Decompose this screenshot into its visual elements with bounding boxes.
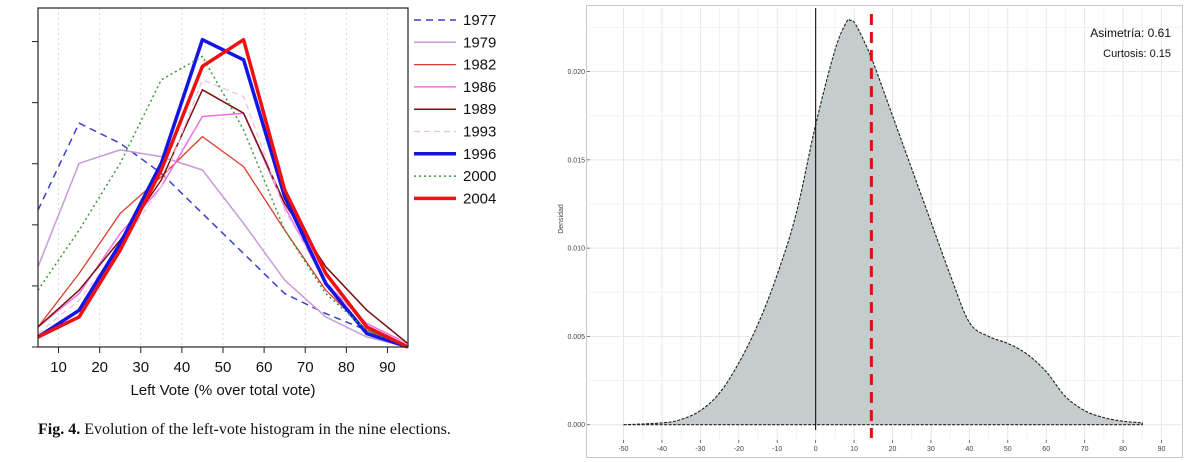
left-x-tick-label: 60: [256, 359, 273, 376]
legend-label-2000: 2000: [463, 168, 496, 185]
series-line-1996: [37, 37, 409, 349]
legend-label-1996: 1996: [463, 146, 496, 163]
density-x-tick-label: 70: [1081, 446, 1089, 453]
left-x-tick-label: 70: [297, 359, 314, 376]
left-axis-ticks: 10 20 30 40 50 60 70 80 90: [50, 347, 396, 376]
series-line-1979: [37, 149, 409, 348]
legend-label-1982: 1982: [463, 57, 496, 74]
left-x-tick-label: 50: [215, 359, 232, 376]
series-line-1989: [37, 89, 409, 345]
legend-label-1986: 1986: [463, 79, 496, 96]
density-x-ticks: -50 -40 -30 -20 -10 0 10 20 30 40 50 60 70 80 90: [618, 440, 1165, 453]
density-x-tick-label: -10: [772, 446, 782, 453]
left-x-tick-label: 10: [50, 359, 67, 376]
density-area: [623, 18, 1143, 426]
density-x-tick-label: 30: [927, 446, 935, 453]
left-x-tick-label: 90: [379, 359, 396, 376]
legend-label-1989: 1989: [463, 101, 496, 118]
left-series-lines: [37, 37, 409, 349]
series-line-2004: [37, 37, 409, 349]
density-chart: -50 -40 -30 -20 -10 0 10 20 30 40 50 60 70 80 90 0.000…: [558, 5, 1183, 458]
left-y-ticks: [32, 41, 38, 348]
density-x-tick-label: -40: [657, 446, 667, 453]
density-x-tick-label: 90: [1158, 446, 1166, 453]
left-grid: [58, 8, 388, 347]
density-x-tick-label: 0: [814, 446, 818, 453]
density-x-tick-label: 10: [850, 446, 858, 453]
caption-label: Fig. 4.: [38, 421, 81, 438]
density-x-tick-label: -20: [734, 446, 744, 453]
density-y-axis-label: Densidad: [558, 204, 565, 234]
legend-label-1979: 1979: [463, 34, 496, 51]
density-x-tick-label: 60: [1042, 446, 1050, 453]
legend-label-1977: 1977: [463, 12, 496, 29]
density-x-tick-label: 50: [1004, 446, 1012, 453]
left-legend: 1977 1979 1982 1986 1989 1993 1996 2000 2004: [414, 12, 496, 207]
kurtosis-annotation: Curtosis: 0.15: [1103, 48, 1171, 60]
density-y-ticks: 0.000 0.005 0.010 0.015 0.020: [567, 69, 590, 429]
legend-label-2004: 2004: [463, 190, 496, 207]
density-y-tick-label: 0.015: [567, 157, 585, 164]
left-x-tick-label: 40: [174, 359, 191, 376]
figure-caption: Fig. 4. Evolution of the left-vote histo…: [38, 421, 538, 439]
caption-text: Evolution of the left-vote histogram in …: [84, 421, 451, 438]
series-line-1993: [37, 79, 409, 345]
skewness-annotation: Asimetría: 0.61: [1090, 26, 1171, 40]
density-y-tick-label: 0.005: [567, 334, 585, 341]
density-y-tick-label: 0.010: [567, 246, 585, 253]
series-line-1977: [37, 122, 409, 348]
left-x-tick-label: 80: [338, 359, 355, 376]
legend-label-1993: 1993: [463, 124, 496, 141]
left-x-tick-label: 20: [91, 359, 108, 376]
density-x-tick-label: -50: [618, 446, 628, 453]
density-y-tick-label: 0.020: [567, 69, 585, 76]
density-x-tick-label: -30: [695, 446, 705, 453]
density-y-tick-label: 0.000: [567, 422, 585, 429]
density-x-tick-label: 40: [965, 446, 973, 453]
left-vote-chart: 10 20 30 40 50 60 70 80 90 Left Vote (% over tot…: [32, 7, 496, 399]
left-x-axis-label: Left Vote (% over total vote): [130, 382, 315, 399]
density-x-tick-label: 20: [889, 446, 897, 453]
density-panel-frame: [586, 5, 1183, 458]
density-x-tick-label: 80: [1119, 446, 1127, 453]
left-x-tick-label: 30: [132, 359, 149, 376]
